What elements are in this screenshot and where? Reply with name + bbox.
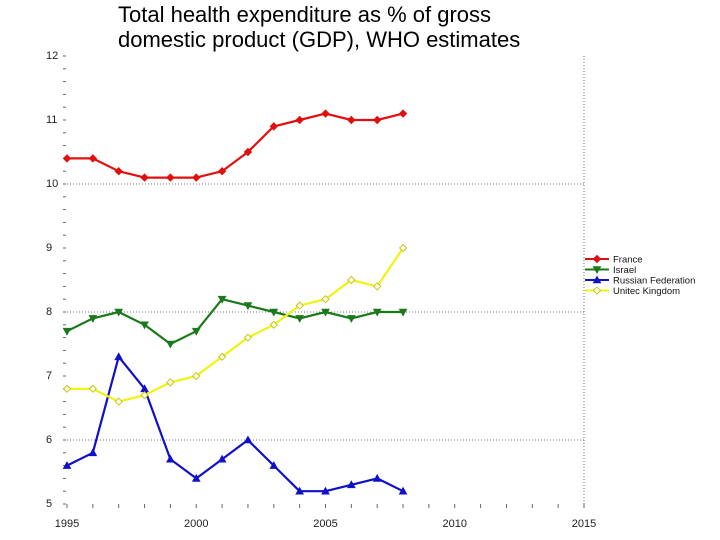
data-point xyxy=(217,454,227,463)
data-point xyxy=(295,315,304,323)
y-tick-label-8: 8 xyxy=(46,306,52,318)
series-line-france xyxy=(67,112,404,179)
data-point xyxy=(592,254,602,264)
y-tick-label-11: 11 xyxy=(46,114,57,126)
data-point xyxy=(140,173,149,182)
data-point xyxy=(88,384,97,393)
data-point xyxy=(243,302,253,311)
data-point xyxy=(295,115,304,125)
data-point xyxy=(217,295,227,304)
data-point xyxy=(191,327,201,336)
data-point xyxy=(166,173,175,182)
data-point xyxy=(592,266,602,275)
legend-label: Israel xyxy=(613,265,636,276)
data-point xyxy=(373,282,382,291)
legend-item-unitec-kingdom: Unitec Kingdom xyxy=(585,286,680,297)
data-point xyxy=(88,154,98,163)
data-point xyxy=(62,327,72,336)
y-tick-label-7: 7 xyxy=(46,370,52,382)
legend-label: France xyxy=(613,255,643,266)
data-point xyxy=(321,109,330,118)
x-tick-label-2015: 2015 xyxy=(572,518,596,530)
legend-label: Unitec Kingdom xyxy=(613,286,680,297)
axes-layer: 5 6 7 8 9 10 11 12 1995 2000 2005 2010 2015 xyxy=(46,50,596,530)
series-france xyxy=(62,109,408,182)
data-point xyxy=(398,109,408,118)
data-point xyxy=(88,315,98,323)
data-point xyxy=(347,315,356,323)
data-point xyxy=(166,340,175,349)
data-point xyxy=(592,286,602,295)
x-tick-label-1995: 1995 xyxy=(55,518,79,530)
legend-item-russian-federation: Russian Federation xyxy=(585,275,695,287)
legend-label: Russian Federation xyxy=(613,276,695,287)
data-point xyxy=(398,486,408,495)
y-tick-label-9: 9 xyxy=(46,242,52,254)
y-tick-label-10: 10 xyxy=(46,178,58,190)
data-point xyxy=(191,473,201,482)
data-point xyxy=(114,308,124,317)
data-point xyxy=(347,275,356,285)
data-point xyxy=(592,275,602,284)
chart-title-line-2: domestic product (GDP), WHO estimates xyxy=(118,27,521,52)
data-point xyxy=(88,448,98,457)
data-point xyxy=(347,115,356,125)
grid-layer xyxy=(67,56,585,504)
data-point xyxy=(217,166,227,176)
data-point xyxy=(269,461,279,469)
x-tick-label-2005: 2005 xyxy=(313,518,337,530)
data-point xyxy=(62,384,72,393)
series-russian-federation xyxy=(62,352,408,495)
y-tick-label-12: 12 xyxy=(46,50,58,62)
data-point xyxy=(62,461,72,469)
data-point xyxy=(140,321,149,330)
legend-item-israel: Israel xyxy=(585,265,636,276)
data-point xyxy=(192,173,201,182)
data-point xyxy=(243,435,253,444)
data-point xyxy=(372,308,382,317)
series-israel xyxy=(62,295,408,349)
data-point xyxy=(321,486,330,495)
data-point xyxy=(114,352,124,361)
series-line-russian-federation xyxy=(66,355,404,493)
data-point xyxy=(347,480,356,489)
series-line-unitec-kingdom xyxy=(67,247,405,403)
data-point xyxy=(372,473,382,482)
data-point xyxy=(398,308,408,317)
data-point xyxy=(140,391,149,400)
data-point xyxy=(243,333,253,342)
series-line-israel xyxy=(66,298,404,346)
series-unitec-kingdom xyxy=(62,243,408,406)
data-point xyxy=(114,397,123,406)
data-point xyxy=(321,308,330,317)
x-tick-label-2010: 2010 xyxy=(443,518,467,530)
data-point xyxy=(243,147,253,157)
data-point xyxy=(192,371,201,381)
data-point xyxy=(62,154,72,163)
data-point xyxy=(295,486,304,495)
y-tick-label-6: 6 xyxy=(46,434,52,446)
series-layer xyxy=(62,109,408,495)
x-tick-label-2000: 2000 xyxy=(184,518,208,530)
data-point xyxy=(166,378,175,387)
y-tick-label-5: 5 xyxy=(46,498,52,510)
data-point xyxy=(321,295,330,304)
data-point xyxy=(114,166,123,176)
data-point xyxy=(269,320,278,329)
data-point xyxy=(398,243,408,253)
chart-title-line-1: Total health expenditure as % of gross xyxy=(118,2,492,27)
chart-title: Total health expenditure as % of gross d… xyxy=(118,2,520,52)
data-point xyxy=(218,352,227,361)
data-point xyxy=(372,115,382,125)
data-point xyxy=(166,454,175,463)
legend-item-france: France xyxy=(585,255,643,266)
data-point xyxy=(269,122,279,131)
data-point xyxy=(269,308,279,317)
data-point xyxy=(295,301,304,310)
